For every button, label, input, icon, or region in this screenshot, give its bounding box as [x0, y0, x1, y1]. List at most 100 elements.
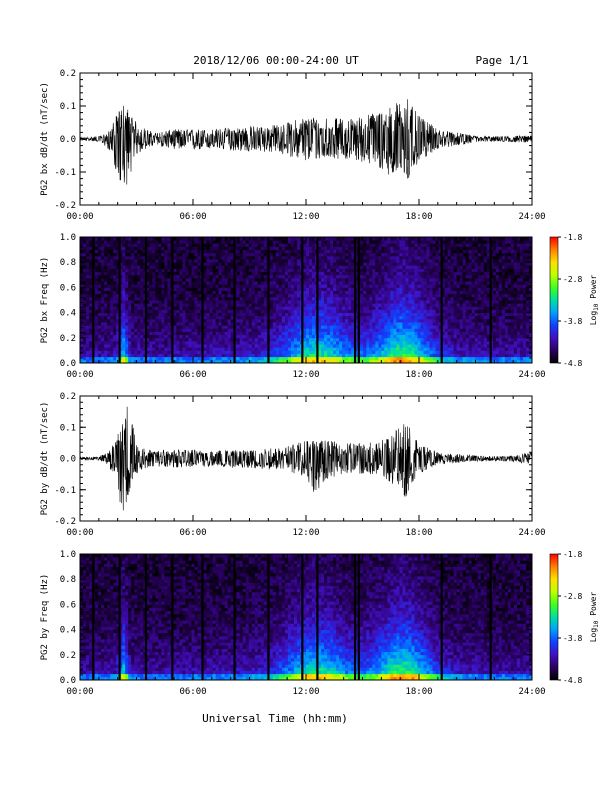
spectrogram-cell — [342, 303, 346, 307]
spectrogram-cell — [411, 325, 415, 329]
spectrogram-cell — [179, 347, 183, 351]
spectrogram-cell — [411, 262, 415, 266]
spectrogram-cell — [290, 262, 295, 266]
spectrogram-cell — [402, 249, 406, 254]
spectrogram-cell — [173, 322, 177, 326]
spectrogram-cell — [393, 240, 397, 244]
spectrogram-cell — [140, 284, 144, 288]
spectrogram-cell — [272, 284, 277, 288]
spectrogram-cell — [378, 255, 382, 260]
spectrogram-cell — [405, 296, 409, 301]
spectrogram-cell — [384, 303, 388, 307]
spectrogram-cell — [125, 274, 129, 279]
spectrogram-cell — [417, 347, 421, 351]
spectrogram-cell — [257, 303, 262, 307]
spectrogram-cell — [254, 252, 259, 257]
spectrogram-cell — [248, 249, 253, 254]
spectrogram-cell — [360, 306, 364, 310]
spectrogram-cell — [363, 328, 367, 332]
spectrogram-cell — [113, 284, 117, 288]
spectrogram-cell — [131, 271, 135, 276]
spectrogram-cell — [287, 344, 292, 348]
spectrogram-cell — [390, 356, 394, 361]
spectrogram-cell — [221, 350, 226, 354]
spectrogram-cell — [206, 337, 210, 342]
spectrogram-cell — [125, 293, 129, 298]
spectrogram-cell — [152, 347, 156, 351]
spectrogram-cell — [209, 252, 213, 257]
spectrogram-cell — [254, 344, 259, 348]
spectrogram-cell — [272, 249, 277, 254]
spectrogram-cell — [309, 271, 313, 276]
spectrogram-cell — [275, 325, 280, 329]
spectrogram-cell — [393, 334, 397, 339]
spectrogram-cell — [254, 277, 259, 282]
spectrogram-cell — [260, 334, 265, 339]
spectrogram-cell — [309, 344, 313, 348]
spectrogram-cell — [215, 249, 220, 254]
spectrogram-cell — [429, 312, 433, 317]
spectrogram-cell — [408, 284, 412, 288]
spectrogram-cell — [248, 274, 253, 279]
spectrogram-cell — [417, 246, 421, 250]
spectrogram-cell — [116, 265, 120, 269]
spectrogram-cell — [245, 303, 250, 307]
spectrogram-cell — [312, 237, 316, 241]
spectrogram-cell — [293, 259, 298, 263]
spectrogram-cell — [197, 325, 201, 329]
spectrogram-cell — [393, 356, 397, 361]
spectrogram-cell — [414, 274, 418, 279]
spectrogram-cell — [116, 290, 120, 295]
spectrogram-cell — [158, 359, 162, 364]
spectrogram-cell — [134, 240, 138, 244]
spectrogram-cell — [146, 337, 150, 342]
spectrogram-cell — [293, 246, 298, 250]
spectrogram-cell — [432, 259, 436, 263]
spectrogram-cell — [369, 293, 373, 298]
spectrogram-cell — [131, 315, 135, 320]
spectrogram-cell — [101, 281, 105, 285]
spectrogram-cell — [351, 259, 355, 263]
spectrogram-cell — [206, 284, 210, 288]
spectrogram-cell — [438, 315, 442, 320]
spectrogram-cell — [372, 353, 376, 358]
spectrogram-cell — [417, 281, 421, 285]
spectrogram-cell — [405, 359, 409, 364]
spectrogram-cell — [263, 331, 268, 336]
spectrogram-cell — [140, 315, 144, 320]
spectrogram-cell — [203, 331, 207, 336]
spectrogram-cell — [348, 290, 352, 295]
spectrogram-cell — [399, 328, 403, 332]
spectrogram-cell — [95, 259, 99, 263]
spectrogram-cell — [101, 344, 105, 348]
spectrogram-cell — [104, 306, 108, 310]
spectrogram-cell — [89, 344, 93, 348]
spectrogram-cell — [254, 296, 259, 301]
spectrogram-cell — [375, 340, 379, 345]
spectrogram-cell — [402, 268, 406, 273]
spectrogram-cell — [417, 334, 421, 339]
spectrogram-cell — [417, 293, 421, 298]
spectrogram-cell — [263, 322, 268, 326]
spectrogram-cell — [182, 325, 186, 329]
spectrogram-cell — [432, 268, 436, 273]
spectrogram-cell — [134, 347, 138, 351]
spectrogram-cell — [86, 268, 90, 273]
spectrogram-cell — [423, 315, 427, 320]
spectrogram-cell — [131, 312, 135, 317]
spectrogram-cell — [164, 246, 168, 250]
spectrogram-cell — [101, 265, 105, 269]
spectrogram-cell — [336, 281, 340, 285]
spectrogram-cell — [342, 300, 346, 304]
spectrogram-cell — [399, 243, 403, 247]
spectrogram-cell — [327, 259, 331, 263]
spectrogram-cell — [242, 325, 247, 329]
spectrogram-cell — [104, 255, 108, 260]
spectrogram-cell — [393, 284, 397, 288]
spectrogram-cell — [152, 296, 156, 301]
spectrogram-cell — [224, 290, 229, 295]
spectrogram-cell — [209, 303, 213, 307]
spectrogram-cell — [257, 325, 262, 329]
spectrogram-cell — [95, 293, 99, 298]
spectrogram-cell — [89, 353, 93, 358]
